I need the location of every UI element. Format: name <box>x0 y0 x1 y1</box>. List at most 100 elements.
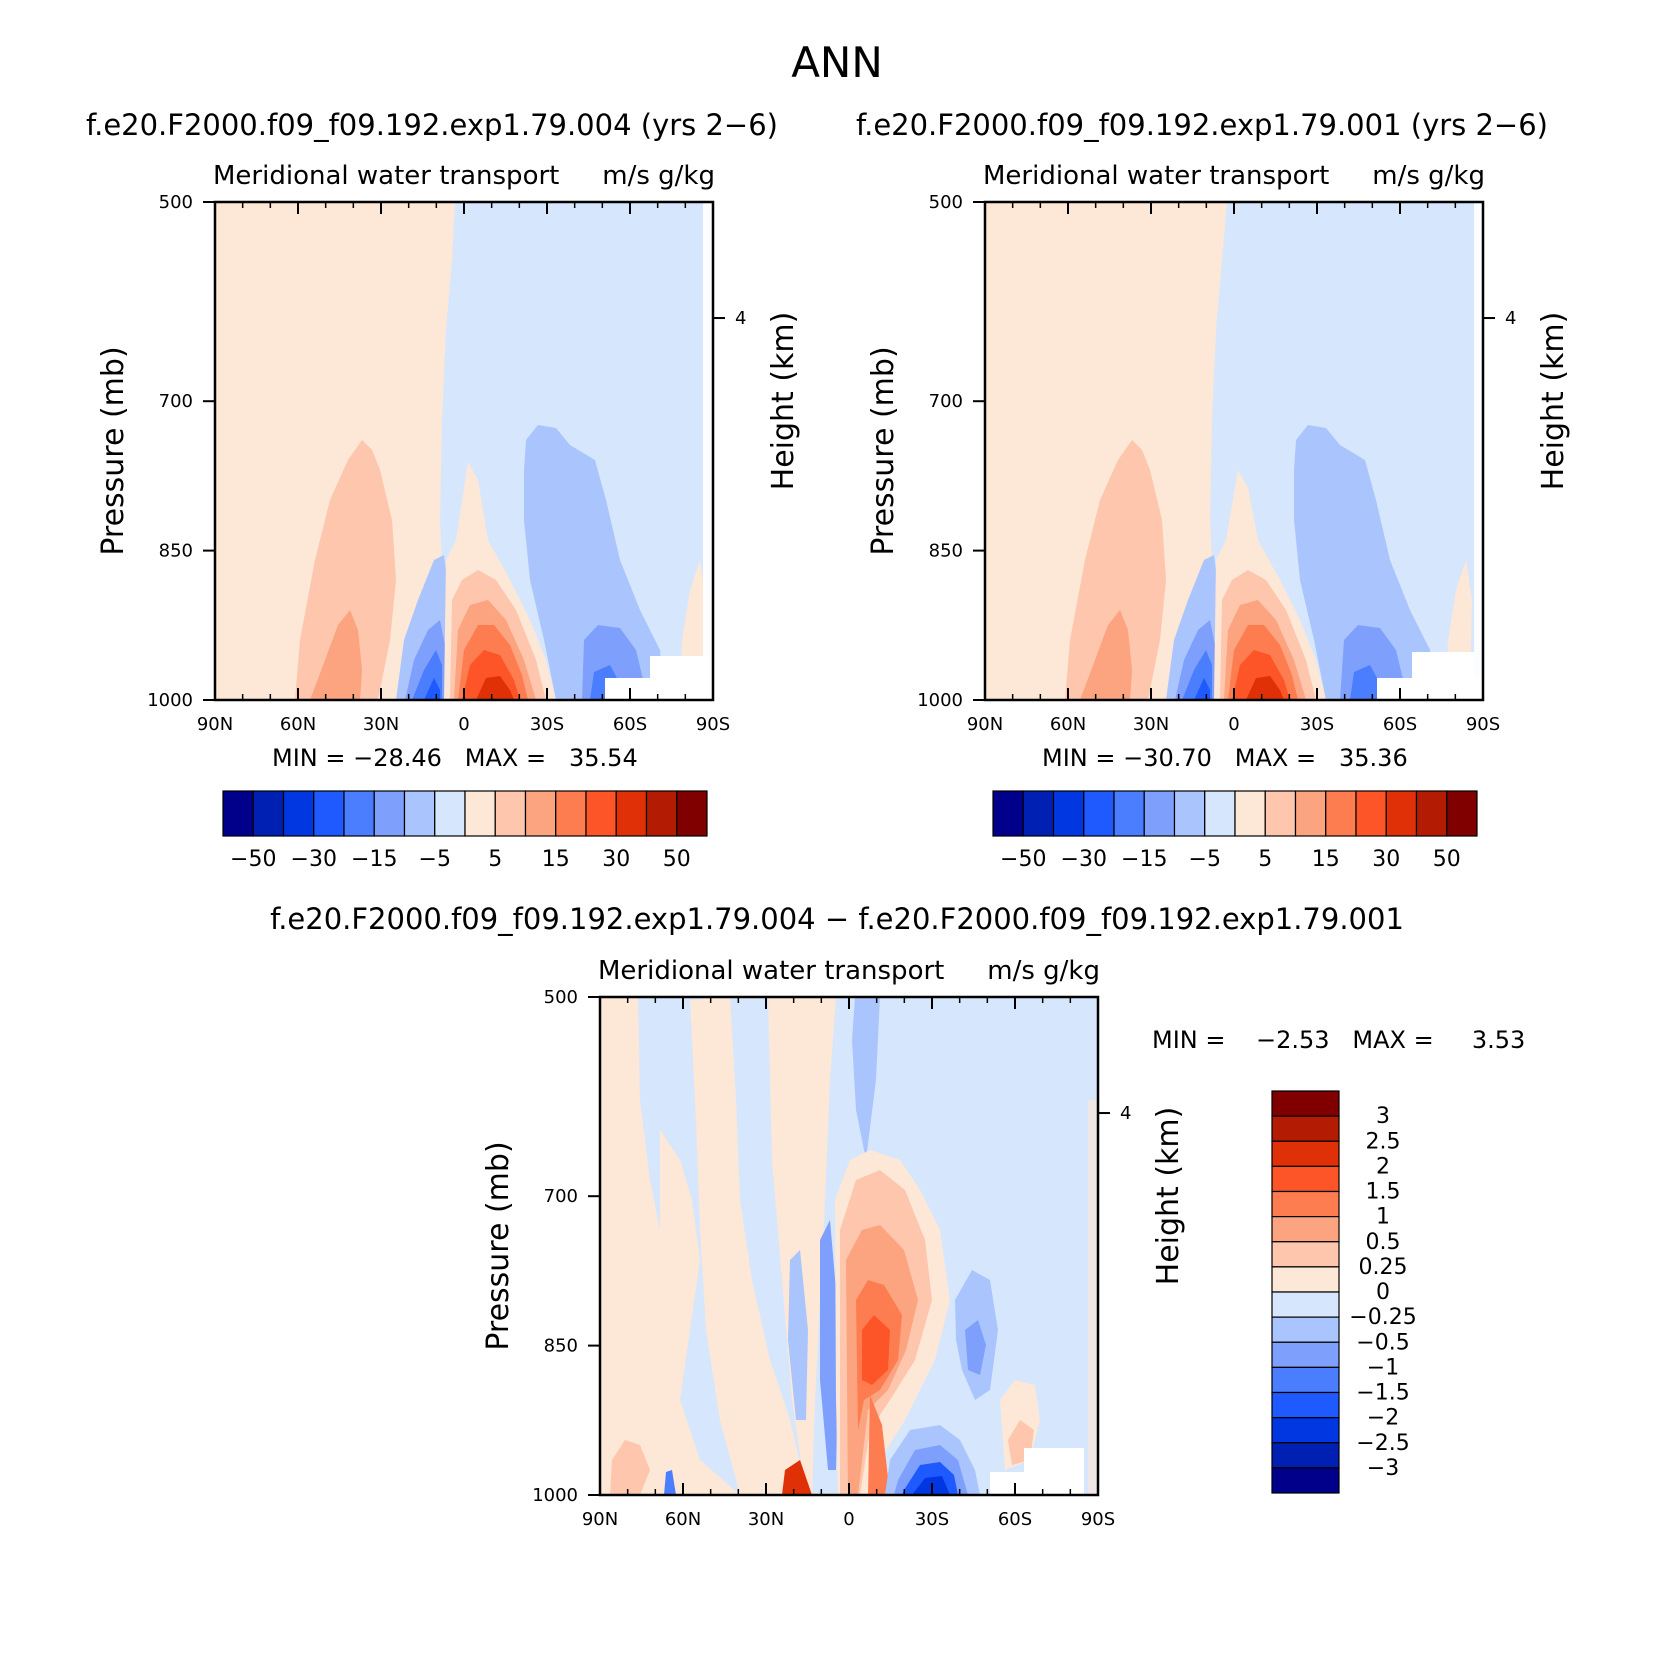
colorbar-swatch <box>1271 1467 1340 1494</box>
colorbar-swatch <box>313 790 345 837</box>
x-tick-label: 0 <box>458 714 469 735</box>
panel-2-title: f.e20.F2000.f09_f09.192.exp1.79.001 (yrs… <box>856 108 1548 142</box>
colorbar-swatch <box>676 790 708 837</box>
x-tick-label: 90S <box>1466 714 1500 735</box>
colorbar-swatch <box>1271 1241 1340 1268</box>
colorbar-swatch <box>1325 790 1357 837</box>
panel-2-stats: MIN = −30.70 MAX = 35.36 <box>1042 744 1408 772</box>
x-tick-label: 30S <box>530 714 564 735</box>
colorbar-swatch <box>282 790 315 837</box>
colorbar-label: −1.5 <box>1356 1381 1409 1406</box>
plot-frame <box>598 995 1100 1497</box>
colorbar-swatch <box>1083 790 1115 837</box>
variable-label: Meridional water transport <box>983 161 1329 191</box>
y-tick-label: 700 <box>544 1186 578 1207</box>
colorbar-label: −50 <box>230 847 276 872</box>
y-tick-label: 1000 <box>147 690 193 711</box>
units-label: m/s g/kg <box>987 956 1100 986</box>
panel-3-title: f.e20.F2000.f09_f09.192.exp1.79.004 − f.… <box>270 902 1404 936</box>
x-tick-label: 30N <box>748 1509 784 1530</box>
y2-tick-label: 4 <box>1120 1103 1131 1124</box>
colorbar-label: 30 <box>1372 847 1400 872</box>
axes-panel-2: Meridional water transport m/s g/kg 90N 60N… <box>866 161 1571 735</box>
colorbar-swatch <box>1022 790 1055 837</box>
colorbar-swatch <box>1271 1417 1340 1444</box>
colorbar-label: −15 <box>1121 847 1167 872</box>
colorbar-label: −30 <box>1061 847 1107 872</box>
axes-panel-1: Meridional water transport m/s g/kg 90N 60N… <box>96 161 801 735</box>
y2-tick-label: 4 <box>1505 308 1516 329</box>
colorbar-swatch <box>403 790 436 837</box>
colorbar-swatch <box>1143 790 1176 837</box>
colorbar-label: −50 <box>1000 847 1046 872</box>
colorbar-swatch <box>1271 1115 1340 1142</box>
x-tick-label: 90N <box>582 1509 618 1530</box>
colorbar-label: 2 <box>1376 1154 1390 1179</box>
colorbar-label: −1 <box>1367 1355 1399 1380</box>
contour-fill-2 <box>985 202 1483 700</box>
colorbar-swatch <box>1113 790 1145 837</box>
y2-axis-label: Height (km) <box>766 312 801 491</box>
y2-axis-label: Height (km) <box>1151 1107 1186 1286</box>
colorbar-label: 0 <box>1376 1280 1390 1305</box>
colorbar-swatch <box>1446 790 1478 837</box>
y-tick-label: 500 <box>544 987 578 1008</box>
colorbar-label: 5 <box>1258 847 1272 872</box>
colorbar-label: −2.5 <box>1356 1431 1409 1456</box>
axes-panel-3: Meridional water transport m/s g/kg 90N 60N… <box>481 956 1186 1530</box>
colorbar-label: −5 <box>419 847 451 872</box>
y-tick-label: 500 <box>159 192 193 213</box>
y-tick-label: 700 <box>929 391 963 412</box>
y-tick-label: 850 <box>929 541 963 562</box>
y-axis-label: Pressure (mb) <box>866 346 901 555</box>
variable-label: Meridional water transport <box>213 161 559 191</box>
y-axis-label: Pressure (mb) <box>481 1141 516 1350</box>
y-axis-label: Pressure (mb) <box>96 346 131 555</box>
colorbar-label: −15 <box>351 847 397 872</box>
plot-frame <box>983 200 1485 702</box>
x-tick-label: 30S <box>915 1509 949 1530</box>
y-tick-label: 700 <box>159 391 193 412</box>
colorbar-swatch <box>585 790 617 837</box>
x-tick-label: 60N <box>665 1509 701 1530</box>
x-tick-label: 90S <box>1081 1509 1115 1530</box>
colorbar-swatch <box>343 790 375 837</box>
colorbar-swatch <box>615 790 648 837</box>
x-tick-label: 30S <box>1300 714 1334 735</box>
colorbar-swatch <box>1271 1442 1340 1469</box>
x-tick-label: 30N <box>363 714 399 735</box>
y2-axis-label: Height (km) <box>1536 312 1571 491</box>
colorbar-label: 50 <box>1433 847 1461 872</box>
x-tick-label: 60S <box>613 714 647 735</box>
plot-frame <box>213 200 715 702</box>
colorbar-label: 15 <box>1312 847 1340 872</box>
y2-tick-label: 4 <box>735 308 746 329</box>
colorbar-label: 1 <box>1376 1205 1390 1230</box>
units-label: m/s g/kg <box>602 161 715 191</box>
colorbar-label: −0.25 <box>1349 1305 1416 1330</box>
colorbar-label: 1.5 <box>1366 1180 1401 1205</box>
x-tick-label: 60N <box>1050 714 1086 735</box>
colorbar-label: 15 <box>542 847 570 872</box>
y-tick-label: 850 <box>544 1336 578 1357</box>
colorbar-swatch <box>1385 790 1418 837</box>
colorbar-label: 0.25 <box>1359 1255 1408 1280</box>
colorbar-label: −5 <box>1189 847 1221 872</box>
x-tick-label: 90S <box>696 714 730 735</box>
colorbar-label: −30 <box>291 847 337 872</box>
y-tick-label: 500 <box>929 192 963 213</box>
colorbar-swatch <box>222 790 254 837</box>
colorbar-swatch <box>1271 1291 1340 1318</box>
colorbar-label: 5 <box>488 847 502 872</box>
x-tick-label: 90N <box>197 714 233 735</box>
colorbar-swatch <box>373 790 406 837</box>
colorbar-swatch <box>1173 790 1206 837</box>
colorbar-label: −2 <box>1367 1406 1399 1431</box>
colorbar-swatch <box>1271 1140 1340 1167</box>
colorbar-swatch <box>524 790 557 837</box>
colorbar-label: 3 <box>1376 1104 1390 1129</box>
